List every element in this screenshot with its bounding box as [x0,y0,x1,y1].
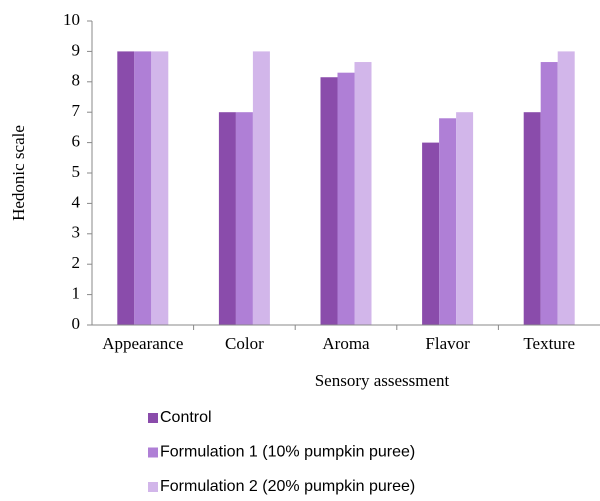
x-tick-label: Color [225,334,264,353]
x-tick-label: Flavor [425,334,470,353]
y-tick-label: 0 [72,314,81,333]
x-tick-label: Aroma [322,334,370,353]
bar [422,142,440,325]
y-axis-title: Hedonic scale [9,125,28,221]
bar [540,62,558,325]
x-tick-label: Texture [523,334,575,353]
y-tick-label: 6 [72,132,81,151]
legend-swatch [148,482,158,492]
legend-label: Control [160,409,212,426]
legend-label: Formulation 2 (20% pumpkin puree) [160,478,415,495]
x-axis-title: Sensory assessment [315,371,450,390]
bar [235,112,253,325]
bar [439,118,457,325]
x-tick-label: Appearance [102,334,183,353]
bar [252,51,270,326]
y-tick-label: 10 [63,10,80,29]
bar [320,77,338,326]
bar [218,112,236,325]
bar [151,51,169,326]
bar [523,112,541,325]
y-tick-label: 4 [72,192,81,211]
bar [117,51,135,326]
bar [557,51,575,326]
y-tick-label: 7 [72,101,81,120]
bar [134,51,152,326]
y-tick-label: 8 [72,71,81,90]
bar [354,62,372,325]
y-tick-label: 3 [72,223,81,242]
bar [337,72,355,326]
y-tick-label: 5 [72,162,81,181]
y-tick-label: 1 [72,284,81,303]
y-tick-label: 9 [72,40,81,59]
bar [456,112,474,325]
legend-swatch [148,447,158,458]
legend-swatch [148,413,158,423]
y-tick-label: 2 [72,253,81,272]
legend-label: Formulation 1 (10% pumpkin puree) [160,444,415,461]
